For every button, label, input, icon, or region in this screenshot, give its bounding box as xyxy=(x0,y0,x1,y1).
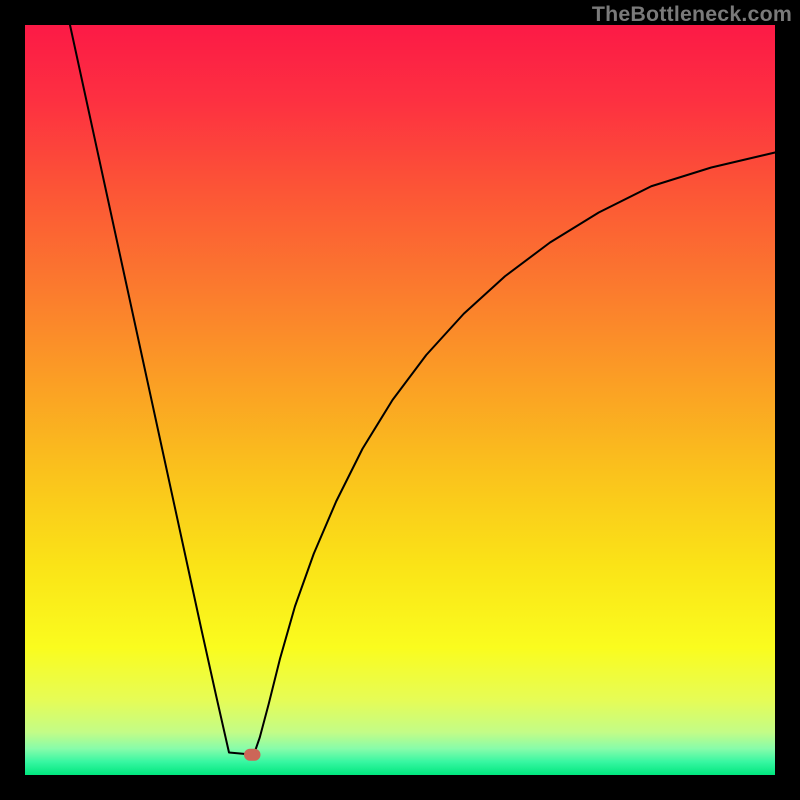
chart-frame: TheBottleneck.com xyxy=(0,0,800,800)
plot-background xyxy=(25,25,775,775)
bottleneck-chart xyxy=(0,0,800,800)
watermark-text: TheBottleneck.com xyxy=(592,2,792,27)
optimal-point-marker xyxy=(244,749,261,761)
